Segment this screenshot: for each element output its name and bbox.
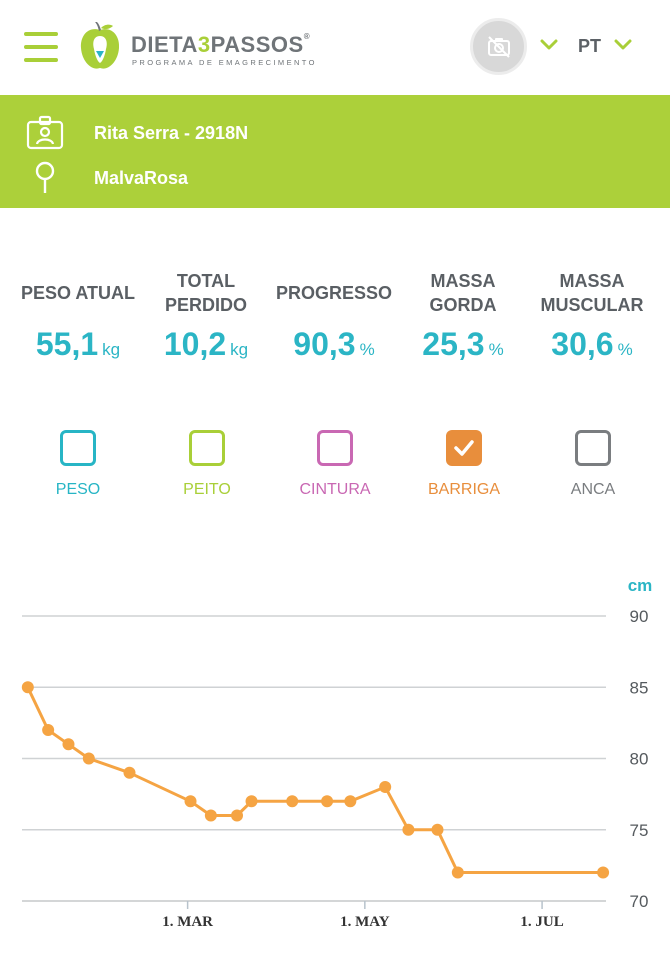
data-point bbox=[82, 752, 95, 765]
stat-massa-gorda: MASSA GORDA 25,3% bbox=[398, 268, 528, 363]
y-tick-label: 75 bbox=[630, 821, 649, 840]
x-tick-label: 1. MAR bbox=[162, 914, 213, 930]
client-info-bar: Rita Serra - 2918N MalvaRosa bbox=[0, 95, 670, 208]
stat-value: 30,6% bbox=[551, 326, 633, 362]
stat-total-perdido: TOTAL PERDIDO 10,2 kg bbox=[141, 268, 271, 363]
app-header: DIETA3PASSOS® PROGRAMA DE EMAGRECIMENTO … bbox=[0, 0, 670, 95]
data-point bbox=[184, 795, 197, 808]
y-axis-unit-label: cm bbox=[628, 576, 653, 595]
camera-off-icon bbox=[488, 36, 510, 58]
location-pin-icon bbox=[35, 161, 55, 193]
y-tick-label: 85 bbox=[630, 678, 649, 697]
stat-label: PROGRESSO bbox=[275, 283, 393, 303]
hamburger-menu-icon[interactable] bbox=[24, 32, 58, 62]
client-location-row: MalvaRosa bbox=[0, 158, 670, 198]
data-point bbox=[231, 809, 244, 822]
filter-label: PESO bbox=[55, 481, 101, 498]
profile-photo-button[interactable] bbox=[470, 18, 527, 75]
stat-value: 10,2 kg bbox=[163, 326, 249, 362]
data-point bbox=[451, 866, 464, 879]
brand-tagline: PROGRAMA DE EMAGRECIMENTO bbox=[132, 58, 317, 67]
data-point bbox=[204, 809, 217, 822]
filter-peso[interactable]: PESO bbox=[18, 430, 138, 499]
data-point bbox=[344, 795, 357, 808]
line-chart: cm 90 85 80 75 70 1. MAR 1. MAY 1. JUL bbox=[21, 576, 653, 930]
checkbox[interactable] bbox=[575, 430, 611, 466]
client-location: MalvaRosa bbox=[94, 168, 189, 188]
filter-label: BARRIGA bbox=[427, 481, 500, 498]
checkbox[interactable] bbox=[446, 430, 482, 466]
x-tick-label: 1. MAY bbox=[340, 914, 390, 930]
y-tick-label: 80 bbox=[630, 750, 649, 769]
client-name: Rita Serra - 2918N bbox=[94, 123, 249, 143]
chevron-down-icon[interactable] bbox=[540, 38, 558, 52]
stat-label: MASSA MUSCULAR bbox=[540, 271, 644, 315]
stat-value: 90,3% bbox=[293, 326, 375, 362]
stats-summary: PESO ATUAL 55,1 kg TOTAL PERDIDO 10,2 kg P… bbox=[0, 268, 670, 368]
filter-label: CINTURA bbox=[299, 481, 371, 498]
checkbox[interactable] bbox=[60, 430, 96, 466]
data-point bbox=[431, 823, 444, 836]
measurement-chart: cm 90 85 80 75 70 1. MAR 1. MAY 1. JUL bbox=[0, 570, 670, 950]
brand-name: DIETA3PASSOS® bbox=[131, 32, 311, 57]
stat-massa-muscular: MASSA MUSCULAR 30,6% bbox=[527, 268, 657, 363]
data-point bbox=[321, 795, 334, 808]
measurement-filters: PESO PEITO CINTURA BARRIGA ANCA bbox=[0, 430, 670, 500]
data-point bbox=[286, 795, 299, 808]
stat-progresso: PROGRESSO 90,3% bbox=[269, 268, 399, 363]
client-name-row: Rita Serra - 2918N bbox=[0, 113, 670, 153]
data-point bbox=[21, 681, 34, 694]
data-point bbox=[402, 823, 415, 836]
language-chevron-down-icon[interactable] bbox=[614, 38, 632, 52]
stat-value: 55,1 kg bbox=[35, 326, 121, 362]
id-card-icon bbox=[26, 115, 64, 150]
data-point bbox=[123, 766, 136, 779]
language-selector[interactable]: PT bbox=[578, 36, 602, 56]
checkbox[interactable] bbox=[317, 430, 353, 466]
filter-barriga[interactable]: BARRIGA bbox=[404, 430, 524, 499]
stat-label: PESO ATUAL bbox=[20, 283, 135, 303]
stat-value: 25,3% bbox=[422, 326, 504, 362]
stat-label: MASSA GORDA bbox=[429, 271, 497, 315]
x-tick-label: 1. JUL bbox=[520, 914, 563, 930]
apple-logo-icon bbox=[80, 22, 120, 69]
y-tick-label: 70 bbox=[630, 892, 649, 911]
filter-label: PEITO bbox=[183, 481, 231, 498]
series-line bbox=[26, 686, 604, 874]
filter-peito[interactable]: PEITO bbox=[147, 430, 267, 499]
filter-anca[interactable]: ANCA bbox=[533, 430, 653, 499]
data-point bbox=[62, 738, 75, 751]
filter-cintura[interactable]: CINTURA bbox=[275, 430, 395, 499]
stat-label: TOTAL PERDIDO bbox=[164, 271, 247, 315]
y-tick-label: 90 bbox=[630, 607, 649, 626]
checkbox[interactable] bbox=[189, 430, 225, 466]
data-point bbox=[597, 866, 610, 879]
data-point bbox=[42, 724, 55, 736]
data-point bbox=[245, 795, 258, 808]
checkmark-icon bbox=[454, 440, 474, 456]
stat-peso-atual: PESO ATUAL 55,1 kg bbox=[13, 268, 143, 363]
data-point bbox=[379, 781, 392, 793]
filter-label: ANCA bbox=[570, 481, 616, 498]
